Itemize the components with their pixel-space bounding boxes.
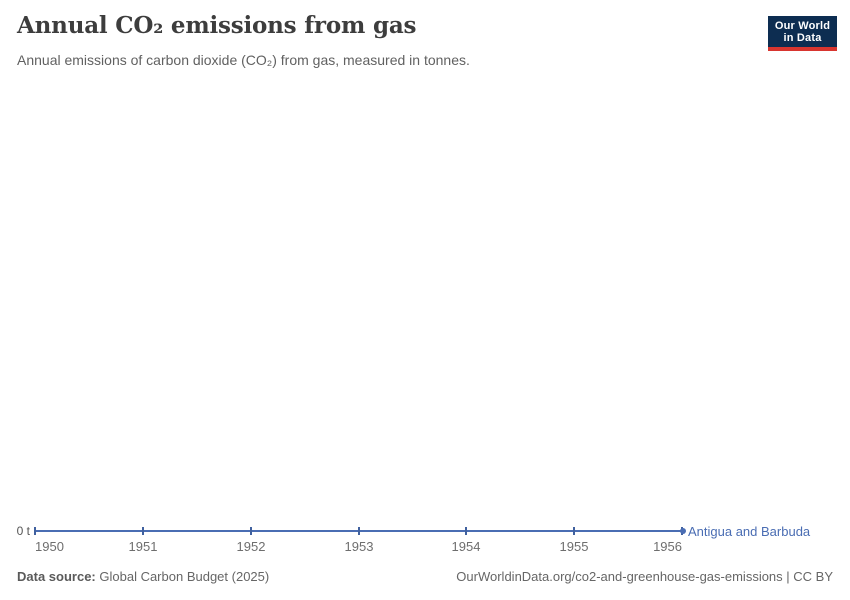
x-axis-tick-label: 1952 xyxy=(236,539,266,554)
data-source-note: Data source: Global Carbon Budget (2025) xyxy=(17,569,269,584)
owid-logo[interactable]: Our World in Data xyxy=(768,16,837,51)
x-axis-tick-label: 1954 xyxy=(451,539,481,554)
x-axis-tick-label: 1951 xyxy=(128,539,158,554)
entity-label: Antigua and Barbuda xyxy=(688,524,811,539)
owid-logo-line1: Our World xyxy=(774,19,831,32)
data-source-value: Global Carbon Budget (2025) xyxy=(99,569,270,584)
x-axis-tick-label: 1956 xyxy=(653,539,682,554)
x-axis-tick xyxy=(250,527,252,535)
x-axis-tick xyxy=(358,527,360,535)
data-source-label: Data source: xyxy=(17,569,96,584)
owid-logo-line2: in Data xyxy=(783,31,822,44)
credit-link[interactable]: OurWorldinData.org/co2-and-greenhouse-ga… xyxy=(456,569,833,584)
x-axis-tick-label: 1955 xyxy=(559,539,589,554)
plot-area[interactable] xyxy=(0,85,850,515)
x-axis-tick xyxy=(465,527,467,535)
x-axis-tick-label: 1950 xyxy=(35,539,64,554)
x-axis-tick xyxy=(142,527,144,535)
chart-title: Annual CO₂ emissions from gas xyxy=(17,12,417,39)
x-axis-tick xyxy=(34,527,36,535)
y-axis-zero-label: 0 t xyxy=(16,524,30,538)
x-axis-tick-label: 1953 xyxy=(344,539,374,554)
chart-subtitle: Annual emissions of carbon dioxide (CO₂)… xyxy=(17,52,470,68)
series-end-marker-icon xyxy=(680,528,686,534)
x-axis-tick xyxy=(573,527,575,535)
